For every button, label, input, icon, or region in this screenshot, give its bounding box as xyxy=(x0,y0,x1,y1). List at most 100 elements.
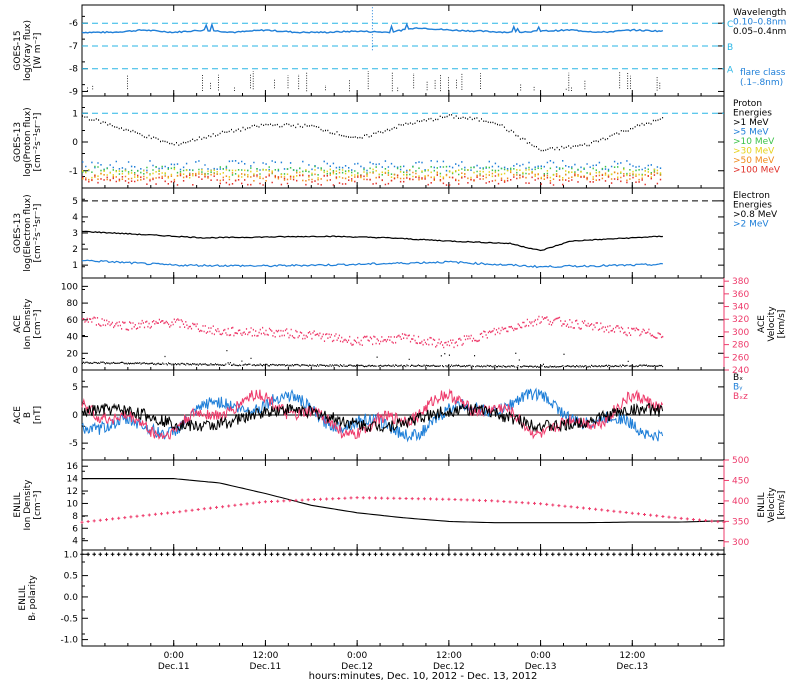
y-tick-label: 12 xyxy=(67,487,78,497)
right-y-tick-label: 240 xyxy=(732,366,749,376)
legend-entry: >30 MeV xyxy=(733,147,775,157)
right-y-tick-label: 300 xyxy=(732,328,749,338)
series-proton-band xyxy=(82,174,662,186)
y-tick-label: -9 xyxy=(69,87,78,97)
right-y-tick-label: 300 xyxy=(732,538,749,548)
y-tick-label: -6 xyxy=(69,19,78,29)
right-y-tick-label: 340 xyxy=(732,303,749,313)
y-tick-label: 60 xyxy=(67,316,79,326)
y-axis-label: GOES-15 xyxy=(13,30,23,70)
enlil-plasma-data xyxy=(80,478,726,524)
flare-class-letter: A xyxy=(727,66,734,76)
y-tick-label: 4 xyxy=(72,213,78,223)
ace-plasma-data xyxy=(82,315,664,368)
panel-frame xyxy=(81,459,725,551)
right-y-axis-label: [km/s] xyxy=(777,310,787,339)
series-ace-b xyxy=(81,388,664,440)
legend-entry: Energies xyxy=(733,109,772,119)
flare-class-label: (.1–.8nm) xyxy=(740,78,783,88)
x-tick-date: Dec.11 xyxy=(250,662,282,672)
flare-class-letter: C xyxy=(727,20,733,30)
xray-data: C B A flare class(.1–.8nm) xyxy=(81,7,786,92)
right-y-axis-label: ACE xyxy=(757,315,767,333)
y-tick-label: 1 xyxy=(72,109,78,119)
x-axis-title: hours:minutes, Dec. 10, 2012 - Dec. 13, … xyxy=(309,671,538,680)
right-y-axis-label: Velocity xyxy=(767,487,777,523)
y-axis-label: [nT] xyxy=(33,406,43,424)
y-tick-label: 20 xyxy=(67,349,79,359)
series-xray-short xyxy=(87,71,661,92)
panel-goes15-xray: -6 -7 -8 -9 GOES-15 log(Xray flux) [W m⁻²] Wave… xyxy=(13,4,786,97)
y-axis-label: log(Xray flux) xyxy=(23,20,33,81)
y-axis-label: B xyxy=(23,412,33,418)
panel-frame xyxy=(81,549,725,647)
y-axis-label: [cm⁻³] xyxy=(33,309,43,338)
legend-entry: 0.05–0.4nm xyxy=(733,27,786,37)
y-tick-label: 80 xyxy=(67,299,79,309)
x-tick-date: Dec.12 xyxy=(433,662,465,672)
y-tick-label: 4 xyxy=(72,537,78,547)
y-tick-label: 0.5 xyxy=(64,572,78,582)
series-electron xyxy=(82,230,663,252)
right-y-axis-label: Velocity xyxy=(767,306,777,342)
y-axis-label: Ion Density xyxy=(23,479,33,531)
right-y-tick-label: 320 xyxy=(732,315,749,325)
y-axis-label: ENLIL xyxy=(13,492,23,517)
y-tick-label: 0 xyxy=(72,411,78,421)
y-axis-label: ENLIL xyxy=(18,585,28,610)
y-tick-label: 10 xyxy=(67,499,79,509)
y-axis-label: GOES-13 xyxy=(13,213,23,253)
x-tick-date: Dec.12 xyxy=(341,662,373,672)
x-tick-label: 0:00 xyxy=(347,651,367,661)
y-axis-label: Ion Density xyxy=(23,298,33,350)
legend-entry: >5 MeV xyxy=(733,128,769,138)
series-enlil-polarity xyxy=(80,552,726,557)
y-tick-label: -7 xyxy=(69,42,78,52)
y-tick-label: -1 xyxy=(69,167,78,177)
y-axis-label: log(Electron flux) xyxy=(23,194,33,271)
series-enlil-velocity xyxy=(80,496,726,524)
legend-entry: Bᵧ xyxy=(733,383,743,393)
y-tick-label: 6 xyxy=(72,524,78,534)
legend-entry: Energies xyxy=(733,201,772,211)
right-y-tick-label: 280 xyxy=(732,341,749,351)
y-tick-label: 0 xyxy=(72,138,78,148)
x-tick-label: 12:00 xyxy=(436,651,462,661)
panel-frame xyxy=(81,277,725,371)
y-tick-label: 3 xyxy=(72,229,78,239)
y-tick-label: 14 xyxy=(67,475,79,485)
right-y-tick-label: 450 xyxy=(732,476,749,486)
y-tick-label: 100 xyxy=(61,282,78,292)
y-axis-label: GOES-13 xyxy=(13,122,23,162)
right-y-axis-label: [km/s] xyxy=(777,491,787,520)
series-enlil-density xyxy=(82,478,725,524)
y-tick-label: 40 xyxy=(67,333,79,343)
y-tick-label: -1.0 xyxy=(60,636,78,646)
series-electron xyxy=(82,259,663,269)
y-tick-label: 5 xyxy=(72,197,78,207)
legend-entry: Bₓz xyxy=(733,392,748,402)
y-axis-label: [cm⁻³] xyxy=(33,490,43,519)
y-tick-label: 5 xyxy=(72,383,78,393)
x-tick-date: Dec.13 xyxy=(616,662,648,672)
x-tick-label: 0:00 xyxy=(164,651,184,661)
flare-class-label: flare class xyxy=(740,68,786,78)
ace-bfield-data xyxy=(81,387,724,443)
proton-data xyxy=(82,112,724,186)
right-y-tick-label: 400 xyxy=(732,497,749,507)
y-tick-label: -5 xyxy=(69,439,78,449)
panel-frame xyxy=(81,4,725,97)
right-y-tick-label: 360 xyxy=(732,290,749,300)
y-tick-label: 2 xyxy=(72,245,78,255)
y-tick-label: 0 xyxy=(72,366,78,376)
legend-entry: >10 MeV xyxy=(733,137,775,147)
y-axis-label: ACE xyxy=(13,315,23,333)
right-y-axis-label: ENLIL xyxy=(757,492,767,517)
legend-entry: 0.10–0.8nm xyxy=(733,18,786,28)
y-tick-label: 1.0 xyxy=(64,550,79,560)
right-y-tick-label: 260 xyxy=(732,353,749,363)
x-tick-label: 0:00 xyxy=(530,651,550,661)
right-y-tick-label: 500 xyxy=(732,456,749,466)
